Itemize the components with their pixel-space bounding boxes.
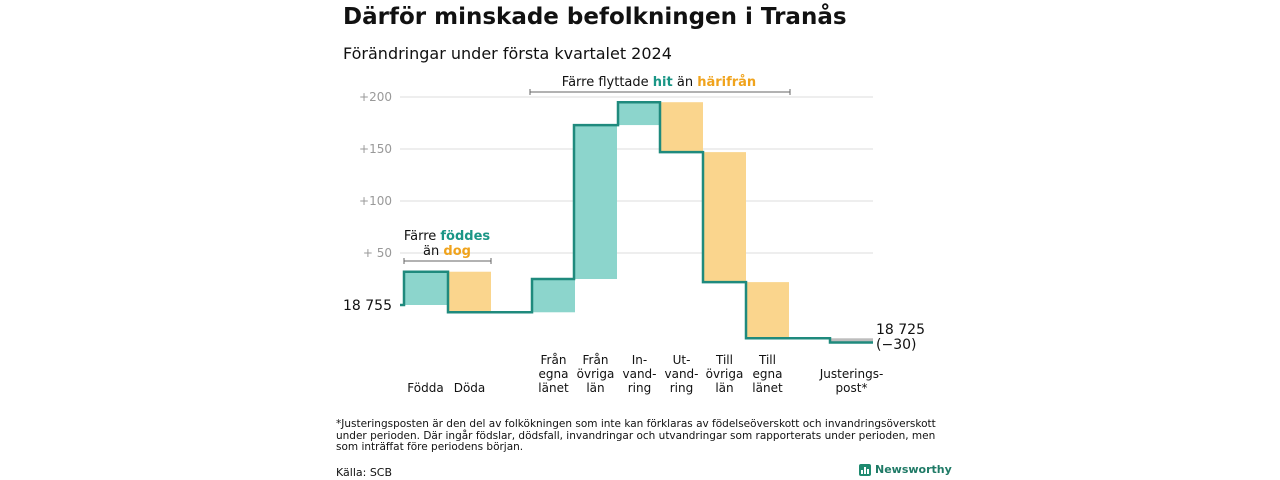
category-label: Till — [715, 353, 733, 367]
bar-justeringspost — [830, 338, 873, 343]
migration-annotation: Färre flyttade hit än härifrån — [562, 75, 756, 90]
category-label: län — [715, 381, 733, 395]
y-tick-label: +150 — [359, 142, 392, 156]
category-label: länet — [538, 381, 569, 395]
newsworthy-logo-icon — [859, 463, 871, 476]
category-label: län — [586, 381, 604, 395]
bar-döda — [448, 271, 491, 313]
brand-name: Newsworthy — [875, 463, 952, 476]
bar-frånegnalänet — [532, 279, 575, 313]
category-label: post* — [836, 381, 868, 395]
category-label: Från — [583, 353, 609, 367]
chart-subtitle: Förändringar under första kvartalet 2024 — [343, 44, 672, 63]
births-annotation-line2: än dog — [423, 244, 471, 259]
bar-tillövrigalän — [703, 152, 746, 283]
category-label: övriga — [706, 367, 744, 381]
bar-tillegnalänet — [746, 282, 789, 339]
category-label: Från — [541, 353, 567, 367]
footnote: *Justeringsposten är den del av folkökni… — [336, 418, 936, 453]
brand: Newsworthy — [859, 463, 952, 476]
category-label: ring — [628, 381, 652, 395]
births-annotation-line1: Färre föddes — [404, 229, 491, 244]
y-tick-label: +100 — [359, 194, 392, 208]
category-label: övriga — [577, 367, 615, 381]
category-label: Till — [758, 353, 776, 367]
category-label: Ut- — [673, 353, 691, 367]
y-tick-label: + 50 — [363, 246, 392, 260]
category-label: Födda — [407, 381, 443, 395]
y-tick-label: +200 — [359, 90, 392, 104]
bar-invandring — [618, 102, 661, 126]
category-label: In- — [632, 353, 647, 367]
end-change-label: (−30) — [876, 337, 916, 353]
end-value-label: 18 725 — [876, 322, 925, 338]
bar-födda — [404, 271, 447, 305]
start-value-label: 18 755 — [343, 298, 392, 314]
category-label: Justerings- — [819, 367, 884, 381]
category-label: egna — [753, 367, 783, 381]
category-label: länet — [752, 381, 783, 395]
bar-frånövrigalän — [574, 125, 617, 279]
category-label: vand- — [622, 367, 656, 381]
category-label: egna — [539, 367, 569, 381]
category-label: vand- — [664, 367, 698, 381]
source-label: Källa: SCB — [336, 466, 393, 479]
chart-title: Därför minskade befolkningen i Tranås — [343, 4, 847, 30]
population-level-line — [400, 100, 873, 344]
category-label: Döda — [454, 381, 486, 395]
category-label: ring — [670, 381, 694, 395]
bar-utvandring — [660, 102, 703, 153]
